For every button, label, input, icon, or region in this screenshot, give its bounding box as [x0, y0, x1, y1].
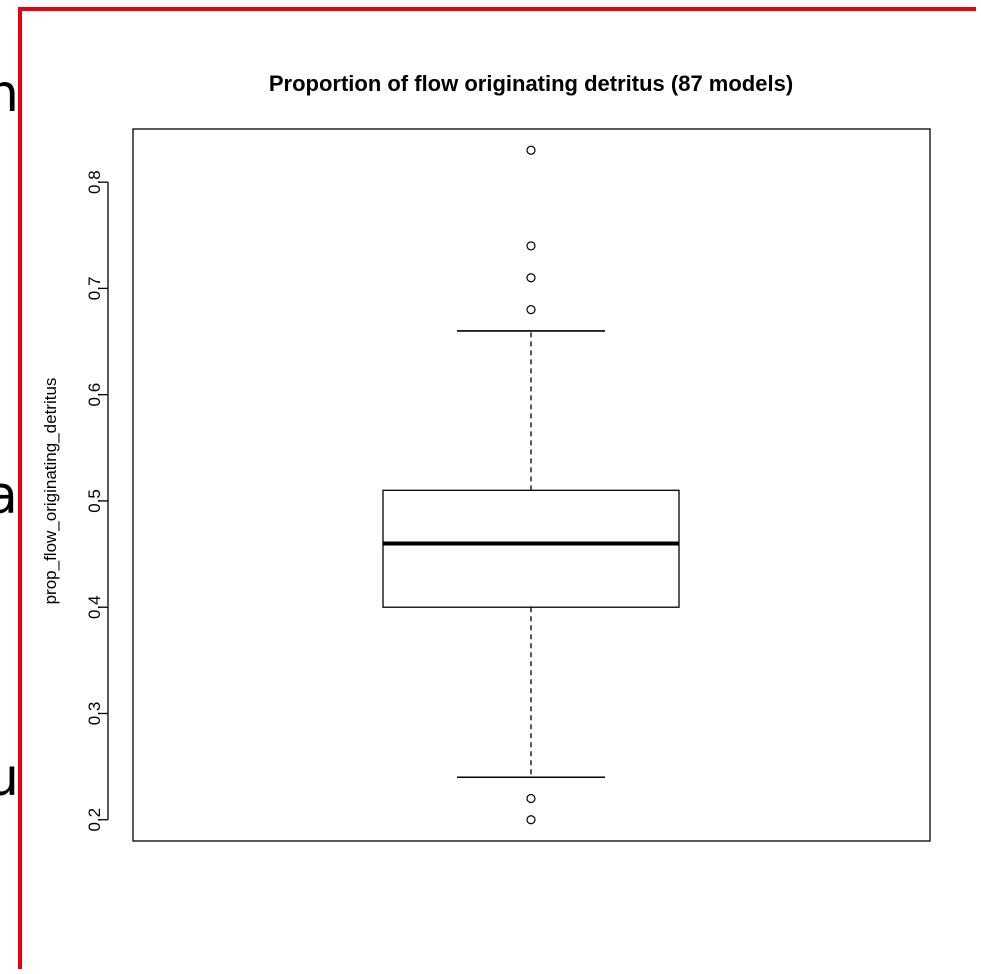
background-text-fragment: a — [0, 466, 18, 526]
y-tick-label: 0.8 — [85, 170, 104, 194]
outlier-point — [526, 145, 536, 155]
y-tick-label: 0.2 — [85, 808, 104, 832]
y-tick-label: 0.4 — [85, 595, 104, 619]
outlier-point — [526, 793, 536, 804]
outlier-point — [526, 241, 536, 251]
background-text-fragment: : — [0, 272, 4, 324]
plot-area-border — [132, 128, 931, 842]
chart-frame: Proportion of flow originating detritus … — [18, 7, 976, 969]
boxplot-chart: Proportion of flow originating detritus … — [41, 71, 931, 842]
outlier-point — [526, 815, 536, 825]
chart-title: Proportion of flow originating detritus … — [269, 71, 793, 96]
interquartile-box — [382, 489, 680, 608]
background-slide-strip: n : a i u — [0, 0, 18, 974]
y-tick-label: 0.3 — [85, 702, 104, 726]
boxplot — [382, 145, 680, 825]
y-tick-label: 0.7 — [85, 277, 104, 301]
y-axis-label: prop_flow_originating_detritus — [41, 378, 60, 605]
outlier-point — [526, 305, 536, 315]
y-tick-label: 0.6 — [85, 383, 104, 407]
background-text-fragment: u — [0, 748, 18, 808]
y-tick-label: 0.5 — [85, 489, 104, 513]
y-axis: 0.2 0.3 0.4 0.5 0.6 0.7 0.8 — [85, 170, 109, 832]
background-text-fragment: n — [0, 64, 18, 124]
outlier-point — [526, 273, 536, 283]
